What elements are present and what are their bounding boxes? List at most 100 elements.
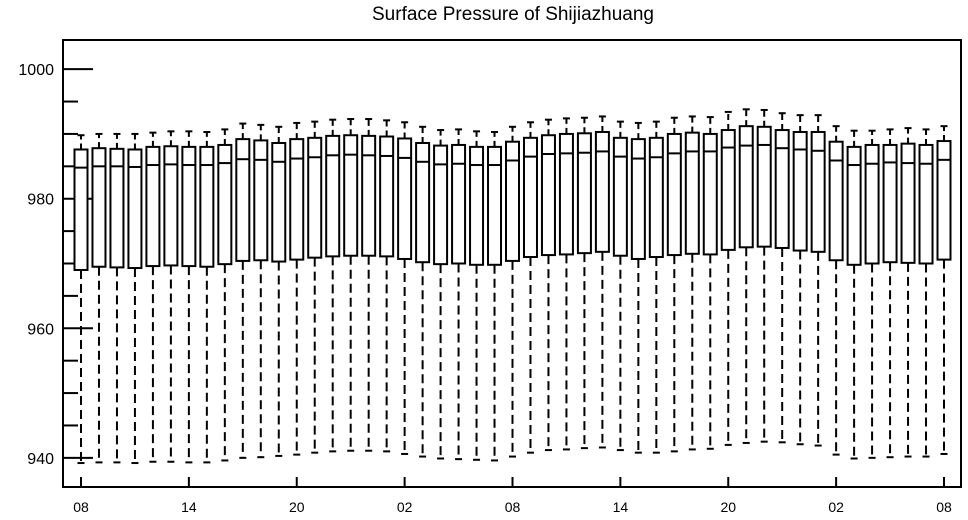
- box-iqr: [199, 145, 215, 268]
- box-iqr: [271, 142, 287, 263]
- box-21: [451, 128, 467, 461]
- box-36: [720, 110, 736, 446]
- box-iqr: [469, 145, 485, 266]
- box-iqr: [253, 139, 269, 262]
- box-30: [612, 120, 628, 452]
- box-6: [181, 130, 197, 464]
- x-tick-label: 14: [181, 499, 197, 515]
- box-iqr: [415, 142, 431, 264]
- box-iqr: [576, 132, 592, 255]
- box-iqr: [433, 144, 449, 266]
- box-13: [307, 120, 323, 454]
- box-iqr: [666, 132, 682, 257]
- x-tick-label: 08: [936, 499, 952, 515]
- box-iqr: [397, 137, 413, 260]
- box-9: [235, 122, 251, 459]
- box-iqr: [882, 143, 898, 264]
- box-1: [91, 132, 107, 464]
- box-iqr: [289, 138, 305, 261]
- box-iqr: [792, 130, 808, 252]
- y-tick-label: 980: [27, 192, 54, 209]
- box-iqr: [505, 140, 520, 262]
- box-48: [936, 125, 952, 455]
- box-iqr: [738, 125, 754, 249]
- chart-title: Surface Pressure of Shijiazhuang: [372, 4, 654, 25]
- box-38: [756, 108, 772, 443]
- box-iqr: [846, 145, 862, 266]
- box-14: [325, 118, 341, 453]
- box-10: [253, 123, 269, 459]
- box-31: [630, 121, 646, 454]
- box-43: [846, 129, 862, 460]
- box-44: [864, 129, 880, 459]
- box-28: [576, 116, 592, 450]
- box-15: [343, 118, 359, 452]
- box-iqr: [181, 145, 197, 268]
- box-34: [684, 115, 700, 451]
- x-tick-label: 02: [397, 499, 413, 515]
- box-iqr: [109, 147, 125, 269]
- box-3: [127, 132, 143, 465]
- box-16: [361, 118, 377, 452]
- box-29: [594, 115, 610, 449]
- y-tick-label: 940: [27, 451, 54, 468]
- box-24: [505, 125, 520, 458]
- box-iqr: [73, 148, 89, 271]
- box-iqr: [720, 129, 736, 251]
- box-26: [540, 118, 556, 452]
- box-iqr: [864, 143, 880, 265]
- box-11: [271, 125, 287, 457]
- box-iqr: [540, 134, 556, 257]
- x-tick-label: 14: [613, 499, 629, 515]
- box-iqr: [630, 138, 646, 260]
- box-iqr: [307, 136, 323, 259]
- box-iqr: [828, 140, 844, 262]
- box-22: [469, 130, 485, 461]
- box-18: [397, 121, 413, 455]
- box-iqr: [594, 130, 610, 253]
- box-iqr: [451, 143, 467, 265]
- box-40: [792, 114, 808, 446]
- box-series: [73, 108, 952, 465]
- box-iqr: [648, 136, 664, 259]
- box-iqr: [325, 134, 341, 258]
- box-5: [163, 130, 179, 463]
- box-42: [828, 125, 844, 456]
- y-tick-label: 960: [27, 321, 54, 338]
- box-4: [145, 131, 161, 463]
- box-47: [918, 128, 934, 458]
- box-2: [109, 132, 125, 464]
- box-iqr: [379, 135, 395, 258]
- box-41: [810, 114, 826, 447]
- box-8: [217, 128, 233, 462]
- box-37: [738, 108, 754, 444]
- box-20: [433, 129, 449, 460]
- box-iqr: [127, 148, 143, 270]
- box-iqr: [361, 134, 377, 257]
- box-iqr: [522, 136, 538, 259]
- box-27: [558, 117, 574, 451]
- box-iqr: [558, 132, 574, 256]
- x-tick-label: 20: [720, 499, 736, 515]
- box-iqr: [774, 129, 790, 249]
- box-iqr: [487, 145, 503, 266]
- box-iqr: [612, 136, 628, 257]
- box-iqr: [91, 147, 107, 268]
- y-tick-label: 1000: [18, 62, 54, 79]
- box-23: [487, 130, 503, 462]
- box-32: [648, 120, 664, 454]
- box-iqr: [918, 143, 934, 265]
- box-iqr: [810, 130, 826, 253]
- box-19: [415, 125, 431, 458]
- box-35: [702, 116, 718, 450]
- box-iqr: [163, 145, 179, 267]
- box-7: [199, 130, 215, 464]
- box-iqr: [235, 138, 251, 262]
- x-tick-label: 02: [828, 499, 844, 515]
- x-axis: 08 14 20 02 08 14 20 02 08: [73, 477, 952, 515]
- y-axis: 940 960 980 1000: [18, 62, 93, 468]
- box-45: [882, 128, 898, 459]
- x-tick-label: 08: [73, 499, 89, 515]
- box-iqr: [702, 132, 718, 256]
